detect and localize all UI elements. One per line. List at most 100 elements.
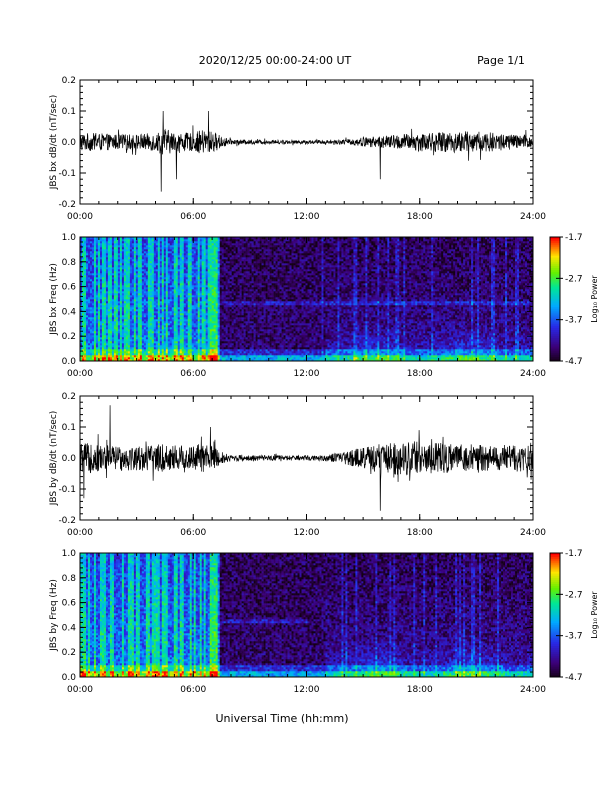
spectrogram-cell: [98, 273, 100, 275]
spectrogram-cell: [120, 277, 122, 279]
spectrogram-cell: [118, 279, 120, 281]
spectrogram-cell: [96, 337, 98, 339]
spectrogram-cell: [110, 357, 112, 359]
spectrogram-cell: [86, 259, 88, 261]
spectrogram-cell: [86, 339, 88, 341]
spectrogram-cell: [88, 253, 90, 255]
spectrogram-cell: [104, 253, 106, 255]
spectrogram-cell: [114, 319, 116, 321]
spectrogram-cell: [102, 267, 104, 269]
spectrogram-cell: [104, 291, 106, 293]
spectrogram-cell: [104, 349, 106, 351]
spectrogram-cell: [114, 353, 116, 355]
spectrogram-cell: [96, 329, 98, 331]
spectrogram-cell: [122, 347, 124, 349]
spectrogram-cell: [114, 299, 116, 301]
spectrogram-cell: [94, 295, 96, 297]
spectrogram-cell: [110, 291, 112, 293]
spectrogram-cell: [94, 319, 96, 321]
spectrogram-cell: [112, 349, 114, 351]
spectrogram-cell: [114, 293, 116, 295]
spectrogram-cell: [106, 299, 108, 301]
spectrogram-cell: [122, 281, 124, 283]
spectrogram-cell: [116, 323, 118, 325]
spectrogram-cell: [82, 257, 84, 259]
spectrogram-cell: [100, 305, 102, 307]
spectrogram-cell: [86, 311, 88, 313]
spectrogram-cell: [114, 279, 116, 281]
spectrogram-cell: [100, 357, 102, 359]
spectrogram-cell: [110, 329, 112, 331]
spectrogram-cell: [100, 347, 102, 349]
spectrogram-cell: [102, 355, 104, 357]
spectrogram-cell: [116, 257, 118, 259]
spectrogram-cell: [118, 301, 120, 303]
x-tick-label: 00:00: [67, 212, 93, 222]
spectrogram-cell: [112, 269, 114, 271]
spectrogram-cell: [114, 321, 116, 323]
spectrogram-cell: [94, 345, 96, 347]
spectrogram-cell: [110, 323, 112, 325]
spectrogram-cell: [108, 335, 110, 337]
spectrogram-cell: [112, 323, 114, 325]
spectrogram-cell: [110, 333, 112, 335]
spectrogram-cell: [88, 297, 90, 299]
spectrogram-cell: [120, 251, 122, 253]
spectrogram-cell: [112, 279, 114, 281]
spectrogram-cell: [116, 255, 118, 257]
spectrogram-cell: [118, 255, 120, 257]
spectrogram-cell: [98, 311, 100, 313]
spectrogram-cell: [112, 261, 114, 263]
spectrogram-cell: [82, 323, 84, 325]
spectrogram-cell: [116, 259, 118, 261]
spectrogram-cell: [112, 337, 114, 339]
spectrogram-cell: [90, 239, 92, 241]
spectrogram-cell: [122, 287, 124, 289]
spectrogram-cell: [84, 241, 86, 243]
spectrogram-cell: [112, 319, 114, 321]
spectrogram-cell: [100, 297, 102, 299]
spectrogram-cell: [84, 265, 86, 267]
spectrogram-cell: [122, 331, 124, 333]
spectrogram-cell: [108, 299, 110, 301]
spectrogram-cell: [100, 299, 102, 301]
spectrogram-cell: [116, 249, 118, 251]
spectrogram-cell: [104, 259, 106, 261]
spectrogram-cell: [108, 295, 110, 297]
spectrogram-cell: [110, 319, 112, 321]
spectrogram-cell: [106, 287, 108, 289]
spectrogram-cell: [104, 299, 106, 301]
spectrogram-cell: [122, 285, 124, 287]
spectrogram-cell: [110, 271, 112, 273]
spectrogram-cell: [82, 303, 84, 305]
spectrogram-cell: [98, 289, 100, 291]
spectrogram-cell: [102, 285, 104, 287]
spectrogram-cell: [112, 313, 114, 315]
spectrogram-cell: [90, 331, 92, 333]
spectrogram-cell: [116, 261, 118, 263]
spectrogram-cell: [102, 323, 104, 325]
spectrogram-cell: [86, 265, 88, 267]
spectrogram-cell: [98, 285, 100, 287]
spectrogram-cell: [104, 337, 106, 339]
spectrogram-cell: [92, 251, 94, 253]
spectrogram-cell: [106, 317, 108, 319]
spectrogram-cell: [110, 295, 112, 297]
spectrogram-cell: [94, 307, 96, 309]
spectrogram-cell: [94, 355, 96, 357]
spectrogram-cell: [108, 281, 110, 283]
spectrogram-cell: [114, 305, 116, 307]
spectrogram-cell: [108, 351, 110, 353]
spectrogram-cell: [86, 309, 88, 311]
spectrogram-cell: [110, 353, 112, 355]
spectrogram-cell: [110, 341, 112, 343]
spectrogram-cell: [92, 241, 94, 243]
spectrogram-cell: [90, 319, 92, 321]
spectrogram-cell: [120, 281, 122, 283]
spectrogram-cell: [88, 255, 90, 257]
spectrogram-cell: [86, 285, 88, 287]
spectrogram-cell: [84, 353, 86, 355]
spectrogram-cell: [88, 273, 90, 275]
spectrogram-cell: [106, 319, 108, 321]
spectrogram-cell: [98, 315, 100, 317]
